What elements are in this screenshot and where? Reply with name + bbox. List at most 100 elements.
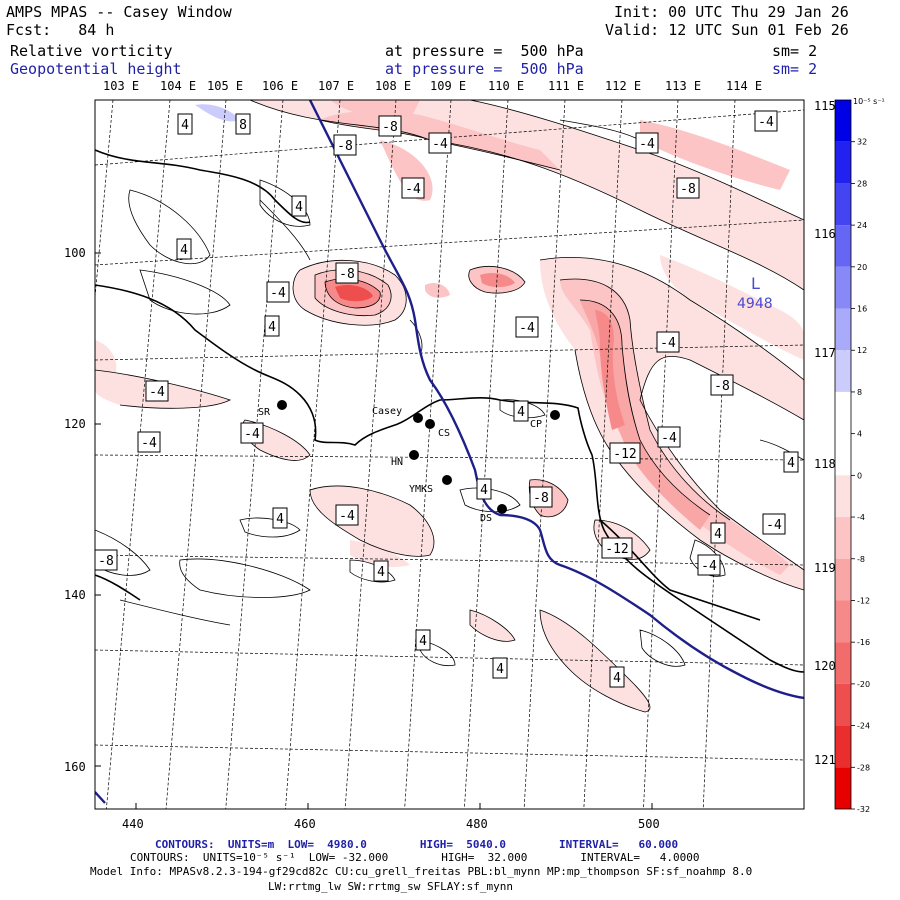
y-tick-140: 140 — [64, 588, 86, 602]
station-label-cp: CP — [530, 419, 542, 430]
field1-level: at pressure = 500 hPa — [385, 42, 584, 60]
contour-label: 4 — [476, 478, 492, 500]
colorbar-label: -20 — [857, 680, 870, 689]
svg-text:-4: -4 — [149, 385, 165, 400]
svg-text:-4: -4 — [639, 137, 655, 152]
contour-label: -4 — [515, 316, 539, 338]
svg-text:4: 4 — [419, 634, 427, 649]
field2-name: Geopotential height — [10, 60, 182, 78]
contour-label: -4 — [428, 132, 452, 154]
contour-label: 4 — [710, 522, 726, 544]
svg-text:-4: -4 — [701, 559, 717, 574]
colorbar-label: 24 — [857, 221, 867, 230]
y-tick-100: 100 — [64, 246, 86, 260]
contour-label: -8 — [710, 374, 734, 396]
colorbar-segment — [835, 767, 851, 809]
contour-label: -4 — [240, 422, 264, 444]
station-dot-cp — [550, 410, 560, 420]
top-longitude-label: 111 E — [548, 79, 584, 93]
colorbar-segment — [835, 308, 851, 351]
svg-text:4: 4 — [268, 320, 276, 335]
svg-text:8: 8 — [239, 118, 247, 133]
contour-label: -8 — [335, 262, 359, 284]
contour-label: 4 — [415, 629, 431, 651]
svg-text:4: 4 — [377, 565, 385, 580]
svg-text:4: 4 — [517, 405, 525, 420]
colorbar-label: 16 — [857, 305, 867, 314]
contour-label: 4 — [177, 113, 193, 135]
contour-label: -4 — [401, 177, 425, 199]
colorbar-segment — [835, 558, 851, 601]
top-longitude-label: 103 E — [103, 79, 139, 93]
svg-text:4: 4 — [787, 456, 795, 471]
svg-text:4: 4 — [480, 483, 488, 498]
contour-label: 4 — [492, 657, 508, 679]
top-longitude-label: 108 E — [375, 79, 411, 93]
contour-label: -4 — [137, 431, 161, 453]
footer-model-info-2: LW:rrtmg_lw SW:rrtmg_sw SFLAY:sf_mynn — [268, 880, 514, 893]
colorbar-label: -28 — [857, 763, 870, 772]
top-longitude-label: 112 E — [605, 79, 641, 93]
colorbar-label: -12 — [857, 596, 870, 605]
contour-label: -8 — [676, 177, 700, 199]
footer-contours-height: CONTOURS: UNITS=m LOW= 4980.0 HIGH= 5040… — [155, 838, 679, 851]
map-frame — [94, 99, 805, 810]
colorbar-segment — [835, 683, 851, 726]
svg-text:-4: -4 — [766, 518, 782, 533]
svg-text:-8: -8 — [680, 182, 696, 197]
init-time: Init: 00 UTC Thu 29 Jan 26 — [614, 3, 849, 21]
station-markers — [277, 400, 560, 514]
svg-text:-8: -8 — [714, 379, 730, 394]
svg-text:-4: -4 — [432, 137, 448, 152]
top-longitude-label: 106 E — [262, 79, 298, 93]
valid-time: Valid: 12 UTC Sun 01 Feb 26 — [605, 21, 849, 39]
top-longitude-label: 114 E — [726, 79, 762, 93]
low-center-symbol: L — [751, 274, 760, 293]
station-label-ymks: YMKS — [409, 484, 433, 495]
contour-label: -4 — [657, 426, 681, 448]
y-tick-160: 160 — [64, 760, 86, 774]
station-dot-ds — [497, 504, 507, 514]
svg-text:-4: -4 — [661, 431, 677, 446]
contour-label: -4 — [335, 504, 359, 526]
svg-text:4: 4 — [276, 512, 284, 527]
station-label-casey: Casey — [372, 406, 402, 417]
station-label-ds: DS — [480, 513, 492, 524]
low-center-value: 4948 — [737, 296, 773, 312]
footer-model-info: Model Info: MPASv8.2.3-194-gf29cd82c CU:… — [90, 865, 753, 878]
colorbar-segment — [835, 100, 851, 142]
contour-label: -8 — [529, 486, 553, 508]
svg-text:4: 4 — [714, 527, 722, 542]
station-dot-ymks — [442, 475, 452, 485]
colorbar-segment — [835, 725, 851, 768]
color-bar: 32 28 24 20 16 12 8 4 0 -4 -8 -12 -16 -20 -24 -28 -32 — [834, 99, 870, 814]
contour-label: -8 — [333, 134, 357, 156]
station-label-hn: HN — [391, 457, 403, 468]
station-dot-cs — [425, 419, 435, 429]
contour-label: 4 — [272, 507, 288, 529]
svg-text:4: 4 — [613, 671, 621, 686]
contour-label: -8 — [94, 549, 118, 571]
colorbar-label: -24 — [857, 722, 870, 731]
field2-level: at pressure = 500 hPa — [385, 60, 584, 78]
colorbar-segment — [835, 600, 851, 643]
colorbar-label: -4 — [857, 513, 865, 522]
field1-name: Relative vorticity — [10, 42, 173, 60]
contour-label: -12 — [601, 537, 633, 559]
top-longitude-label: 104 E — [160, 79, 196, 93]
contour-label: -4 — [635, 132, 659, 154]
contour-label: -8 — [378, 115, 402, 137]
contour-label: -4 — [762, 513, 786, 535]
svg-text:-4: -4 — [141, 436, 157, 451]
svg-text:-8: -8 — [339, 267, 355, 282]
geopotential-contour-4980 — [95, 100, 804, 804]
colorbar-segment — [835, 183, 851, 226]
axis-tick-marks — [95, 252, 653, 809]
svg-text:-4: -4 — [270, 286, 286, 301]
contour-label: -12 — [609, 442, 641, 464]
forecast-hour: Fcst: 84 h — [6, 21, 115, 39]
x-tick-480: 480 — [466, 817, 488, 831]
svg-text:-4: -4 — [519, 321, 535, 336]
svg-text:-4: -4 — [244, 427, 260, 442]
